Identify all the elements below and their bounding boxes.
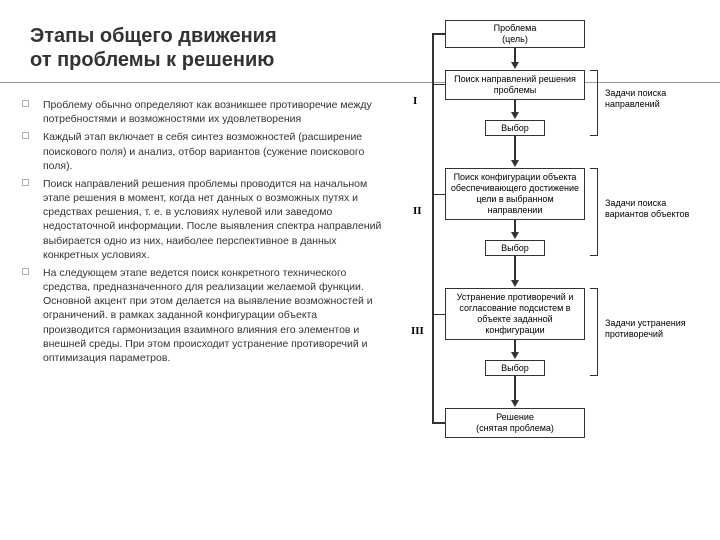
bullet-marker	[22, 100, 29, 107]
brace	[590, 288, 598, 376]
arrow-down-icon	[511, 400, 519, 407]
arrow-line	[514, 256, 516, 282]
flowchart: Проблема (цель) Поиск направлений решени…	[395, 20, 705, 530]
list-item: Поиск направлений решения проблемы прово…	[22, 177, 382, 262]
list-item: Проблему обычно определяют как возникшее…	[22, 98, 382, 126]
node-stage2: Поиск конфигурации объекта обеспечивающе…	[445, 168, 585, 220]
arrow-line	[514, 136, 516, 162]
bullet-text: Каждый этап включает в себя синтез возмо…	[43, 130, 382, 173]
arrow-down-icon	[511, 160, 519, 167]
side-label-3: Задачи устранения противоречий	[605, 318, 705, 340]
bullet-text: Поиск направлений решения проблемы прово…	[43, 177, 382, 262]
page-title: Этапы общего движения от проблемы к реше…	[30, 24, 277, 72]
branch-line	[432, 314, 445, 315]
bullet-text: На следующем этапе ведется поиск конкрет…	[43, 266, 382, 365]
node-stage3: Устранение противоречий и согласование п…	[445, 288, 585, 340]
side-label-2: Задачи поиска вариантов объектов	[605, 198, 705, 220]
bullet-list: Проблему обычно определяют как возникшее…	[22, 98, 382, 369]
node-solution: Решение (снятая проблема)	[445, 408, 585, 438]
node-stage1: Поиск направлений решения проблемы	[445, 70, 585, 100]
bullet-marker	[22, 268, 29, 275]
side-label-1: Задачи поиска направлений	[605, 88, 705, 110]
arrow-line	[514, 376, 516, 402]
arrow-down-icon	[511, 352, 519, 359]
node-problem: Проблема (цель)	[445, 20, 585, 48]
bullet-marker	[22, 132, 29, 139]
list-item: На следующем этапе ведется поиск конкрет…	[22, 266, 382, 365]
brace	[590, 70, 598, 136]
bullet-text: Проблему обычно определяют как возникшее…	[43, 98, 382, 126]
branch-line	[432, 84, 445, 85]
arrow-down-icon	[511, 232, 519, 239]
node-choose1: Выбор	[485, 120, 545, 136]
roman-1: I	[413, 95, 417, 107]
roman-3: III	[411, 325, 424, 337]
bullet-marker	[22, 179, 29, 186]
feedback-line-h-bottom	[432, 422, 445, 424]
feedback-line-v	[432, 34, 434, 423]
title-line1: Этапы общего движения	[30, 24, 277, 48]
roman-2: II	[413, 205, 422, 217]
branch-line	[432, 194, 445, 195]
arrow-down-icon	[511, 62, 519, 69]
node-choose2: Выбор	[485, 240, 545, 256]
list-item: Каждый этап включает в себя синтез возмо…	[22, 130, 382, 173]
brace	[590, 168, 598, 256]
arrow-down-icon	[511, 112, 519, 119]
feedback-line-h-top	[432, 33, 445, 35]
title-line2: от проблемы к решению	[30, 48, 277, 72]
arrow-down-icon	[511, 280, 519, 287]
node-choose3: Выбор	[485, 360, 545, 376]
